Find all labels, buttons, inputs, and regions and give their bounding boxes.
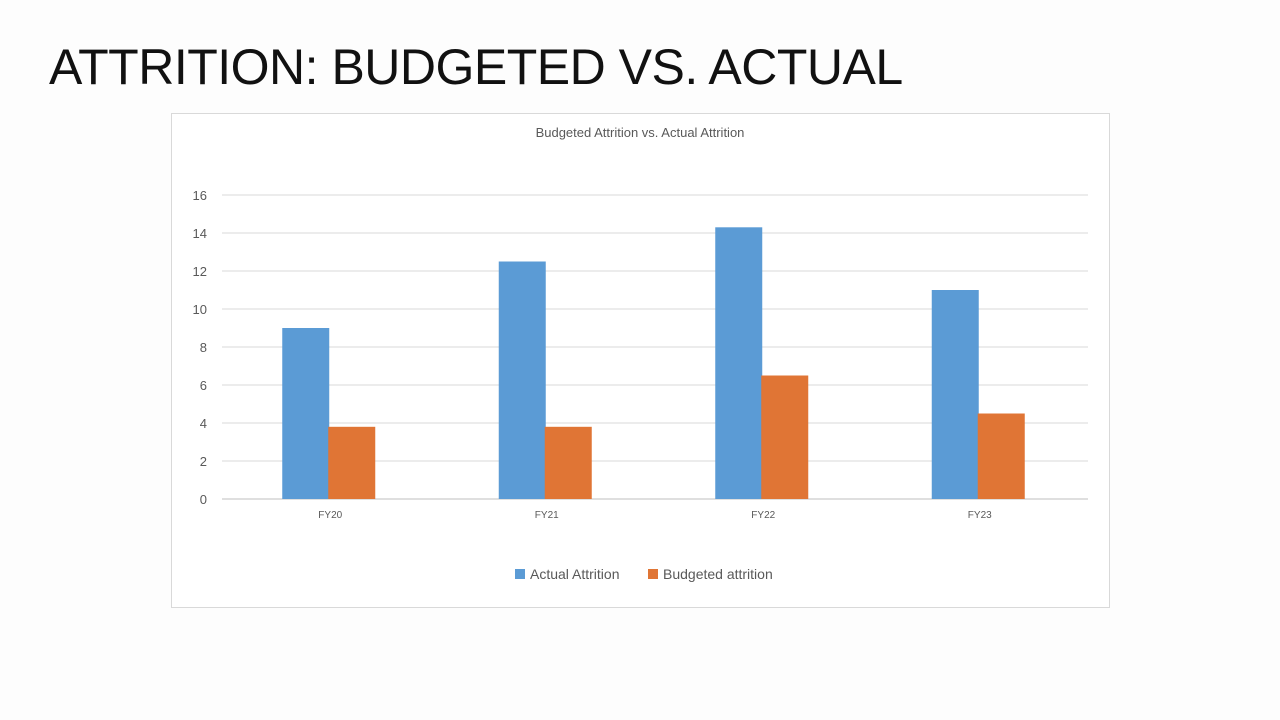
y-tick-label: 12	[193, 264, 207, 279]
bar-actual-attrition-fy21	[498, 261, 546, 499]
y-tick-label: 4	[200, 416, 207, 431]
y-tick-label: 10	[193, 302, 207, 317]
y-tick-label: 0	[200, 492, 207, 507]
chart-title: Budgeted Attrition vs. Actual Attrition	[536, 125, 745, 140]
bar-budgeted-attrition-fy21	[544, 426, 592, 499]
bar-budgeted-attrition-fy23	[977, 413, 1025, 499]
legend-swatch	[515, 569, 525, 579]
bar-actual-attrition-fy23	[931, 290, 979, 499]
y-tick-label: 8	[200, 340, 207, 355]
x-tick-label: FY20	[318, 510, 342, 521]
legend-label: Actual Attrition	[530, 566, 620, 582]
x-tick-label: FY22	[751, 510, 775, 521]
legend-swatch	[648, 569, 658, 579]
slide-title: ATTRITION: BUDGETED VS. ACTUAL	[49, 39, 903, 95]
bar-actual-attrition-fy22	[715, 227, 763, 500]
bar-budgeted-attrition-fy20	[328, 426, 376, 499]
x-tick-label: FY23	[968, 510, 992, 521]
legend-label: Budgeted attrition	[663, 566, 773, 582]
bar-actual-attrition-fy20	[282, 328, 330, 499]
y-tick-label: 2	[200, 454, 207, 469]
x-tick-label: FY21	[535, 510, 559, 521]
y-tick-label: 14	[193, 226, 207, 241]
y-tick-label: 16	[193, 188, 207, 203]
y-tick-label: 6	[200, 378, 207, 393]
bar-budgeted-attrition-fy22	[761, 375, 809, 499]
